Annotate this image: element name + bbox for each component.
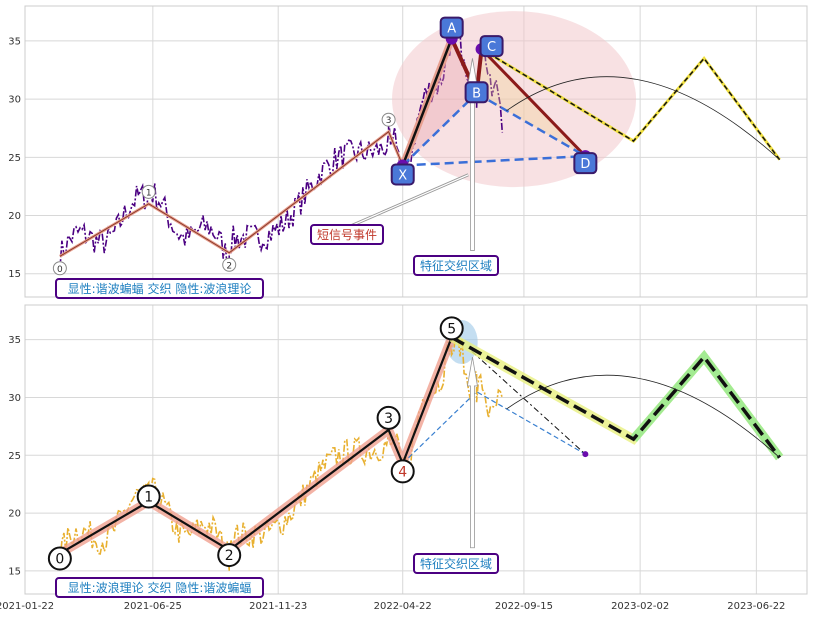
- x-tick-label: 2022-09-15: [495, 601, 553, 612]
- wave-point-label: 1: [144, 490, 153, 506]
- harmonic-label-box: [390, 163, 415, 186]
- wave-zigzag-line: [59, 336, 453, 555]
- bottom-feature-zone-box: 特征交织区域: [413, 553, 499, 574]
- signal-event-text: 短信号事件: [317, 228, 377, 242]
- bottom-grid: [24, 305, 807, 594]
- wave-point-label: 1: [146, 188, 152, 198]
- top-legend-box: 显性:谐波蝙蝠 交织 隐性:波浪理论: [55, 278, 264, 299]
- y-tick-label: 35: [8, 36, 21, 47]
- hidden-harmonic-line: [402, 390, 586, 464]
- wave-point-marker: [52, 261, 67, 276]
- top-panel: 15 20 25 30 35 0 1 2 3 X A B C D: [8, 5, 808, 298]
- feature-zone-arrow: [466, 356, 478, 549]
- harmonic-zone-ellipse: [392, 11, 637, 188]
- top-content: 0 1 2 3 X A B C D: [52, 11, 781, 276]
- bottom-feature-zone-text: 特征交织区域: [420, 556, 492, 571]
- bottom-panel: 15 20 25 30 35 0 1 2 3 4 5: [8, 304, 808, 595]
- harmonic-point-label: A: [447, 22, 456, 37]
- harmonic-bd-dashed: [475, 92, 586, 158]
- harmonic-label-box: [464, 81, 489, 104]
- projection-line: [481, 48, 781, 161]
- bottom-panel-frame: [24, 304, 808, 595]
- wave-point-label: 3: [384, 411, 393, 427]
- projection-arc: [506, 76, 780, 160]
- projection-arc: [506, 374, 780, 458]
- x-tick-label: 2022-04-22: [374, 601, 432, 612]
- hidden-harmonic-cd: [471, 350, 586, 455]
- harmonic-xab-fill: [402, 38, 477, 166]
- wave-point-marker: [439, 316, 464, 341]
- harmonic-label-box: [439, 16, 464, 39]
- y-tick-label: 20: [8, 509, 21, 520]
- bottom-legend-text: 显性:波浪理论 交织 隐性:谐波蝙蝠: [68, 580, 252, 595]
- bottom-y-ticks: 15 20 25 30 35: [8, 335, 21, 577]
- wave-point-marker: [390, 459, 415, 484]
- y-tick-label: 15: [8, 566, 21, 577]
- harmonic-xb-dashed: [401, 92, 478, 167]
- y-tick-label: 35: [8, 335, 21, 346]
- harmonic-label-box: [479, 35, 504, 58]
- x-tick-label: 2021-11-23: [249, 601, 307, 612]
- harmonic-leg-cd: [480, 48, 587, 158]
- x-axis-ticks: 2021-01-22 2021-06-25 2021-11-23 2022-04-22…: [0, 601, 785, 612]
- bottom-panel-background: [25, 305, 807, 594]
- wave-point-label: 5: [447, 321, 456, 337]
- top-feature-zone-text: 特征交织区域: [420, 258, 492, 273]
- harmonic-point-label: D: [580, 157, 590, 172]
- wave-point-marker: [141, 184, 156, 199]
- y-tick-label: 25: [8, 153, 21, 164]
- harmonic-point-label: B: [472, 86, 481, 101]
- top-legend-text: 显性:谐波蝙蝠 交织 隐性:波浪理论: [68, 281, 252, 296]
- wave-point-label: 2: [225, 548, 234, 564]
- x-tick-label: 2023-06-22: [727, 601, 785, 612]
- harmonic-label-box: [573, 152, 598, 175]
- y-tick-label: 25: [8, 451, 21, 462]
- top-feature-zone-box: 特征交织区域: [413, 255, 499, 276]
- wave-point-label: 0: [55, 552, 64, 568]
- hidden-harmonic-end-dot: [582, 451, 589, 458]
- top-panel-frame: [24, 5, 808, 298]
- harmonic-point-label: X: [398, 168, 407, 183]
- signal-event-arrow: [347, 174, 469, 228]
- bottom-content: 0 1 2 3 4 5: [47, 316, 784, 571]
- price-series-line: [59, 25, 504, 271]
- y-tick-label: 30: [8, 393, 21, 404]
- wave-point-marker: [217, 543, 242, 568]
- wave-point-marker: [381, 112, 396, 127]
- wave-point-label: 4: [398, 464, 407, 480]
- harmonic-xd-dashed: [402, 154, 586, 167]
- y-tick-label: 15: [8, 269, 21, 280]
- signal-event-box: 短信号事件: [310, 224, 384, 245]
- y-tick-label: 20: [8, 211, 21, 222]
- x-tick-label: 2021-06-25: [124, 601, 182, 612]
- x-tick-label: 2021-01-22: [0, 601, 54, 612]
- harmonic-leg-xa: [401, 38, 453, 166]
- wave-zigzag-line: [59, 130, 404, 257]
- wave-point-marker: [47, 546, 72, 571]
- bottom-legend-box: 显性:波浪理论 交织 隐性:谐波蝙蝠: [55, 577, 264, 598]
- wave-point-label: 3: [386, 116, 392, 126]
- wave-point-marker: [376, 405, 401, 430]
- top-y-ticks: 15 20 25 30 35: [8, 36, 21, 280]
- y-tick-label: 30: [8, 95, 21, 106]
- wave-point-label: 0: [57, 265, 63, 275]
- wave-point-marker: [222, 257, 237, 272]
- wave-point-label: 2: [226, 261, 232, 271]
- harmonic-point-label: C: [487, 40, 496, 55]
- wave-point-marker: [136, 484, 161, 509]
- x-tick-label: 2023-02-02: [611, 601, 669, 612]
